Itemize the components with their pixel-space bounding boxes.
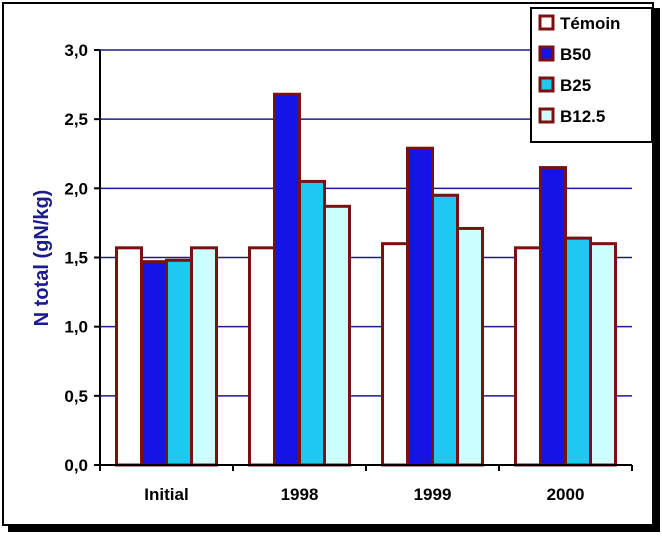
bars xyxy=(115,92,617,467)
legend-swatch xyxy=(538,14,555,31)
bar-t-moin-2000 xyxy=(514,246,542,467)
x-tick-label: Initial xyxy=(144,485,188,504)
bar-b50-initial xyxy=(140,260,168,467)
y-tick-labels: 0,0 0,5 1,0 1,5 2,0 2,5 3,0 xyxy=(64,41,88,475)
bar-b25-1998 xyxy=(298,179,326,467)
bar-b50-1999 xyxy=(406,146,434,467)
y-tick-label: 1,5 xyxy=(64,249,88,268)
bar-t-moin-1998 xyxy=(248,246,276,467)
legend-label: B25 xyxy=(560,76,591,95)
bar-b12-5-initial xyxy=(190,246,218,467)
bar-b12-5-1999 xyxy=(456,226,484,467)
y-tick-label: 0,0 xyxy=(64,456,88,475)
bar-b12-5-2000 xyxy=(589,242,617,467)
y-tick-label: 1,0 xyxy=(64,318,88,337)
legend-swatch xyxy=(538,107,555,124)
legend-label: B12.5 xyxy=(560,107,605,126)
bar-b25-1999 xyxy=(431,193,459,467)
x-tick-label: 2000 xyxy=(547,485,585,504)
y-tick-label: 3,0 xyxy=(64,41,88,60)
legend-swatch xyxy=(538,76,555,93)
bar-b50-2000 xyxy=(539,166,567,467)
bar-b50-1998 xyxy=(273,92,301,467)
axes xyxy=(94,49,633,471)
legend-label: Témoin xyxy=(560,14,620,33)
bar-t-moin-initial xyxy=(115,246,143,467)
x-tick-label: 1998 xyxy=(281,485,319,504)
bar-b25-2000 xyxy=(564,236,592,467)
y-tick-label: 2,5 xyxy=(64,110,88,129)
y-axis-title: N total (gN/kg) xyxy=(31,190,53,327)
x-tick-label: 1999 xyxy=(414,485,452,504)
y-tick-label: 0,5 xyxy=(64,387,88,406)
y-tick-label: 2,0 xyxy=(64,179,88,198)
legend-swatch xyxy=(538,45,555,62)
bar-b12-5-1998 xyxy=(323,204,351,467)
bar-t-moin-1999 xyxy=(381,242,409,467)
x-tick-labels: Initial 1998 1999 2000 xyxy=(144,485,584,504)
legend: Témoin B50 B25 B12.5 xyxy=(530,7,653,143)
bar-b25-initial xyxy=(165,258,193,467)
legend-label: B50 xyxy=(560,45,591,64)
